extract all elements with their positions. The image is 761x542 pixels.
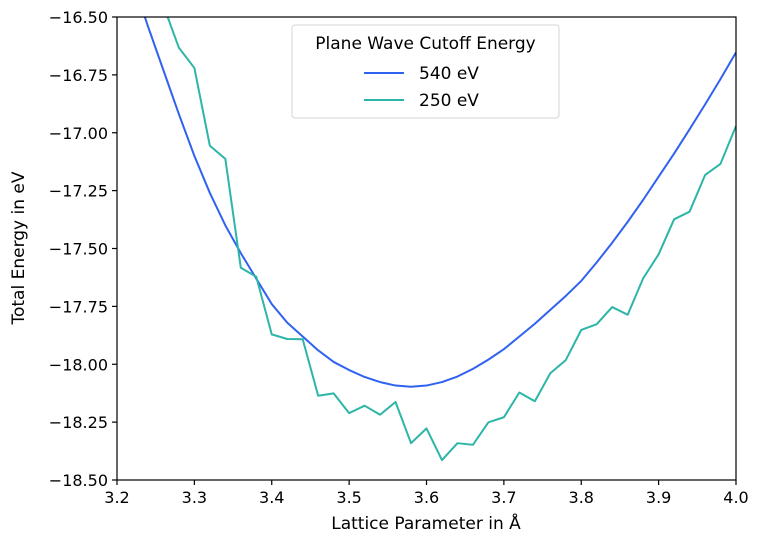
- y-tick-label: −16.50: [49, 8, 108, 27]
- x-tick-label: 3.5: [336, 488, 361, 507]
- y-tick-label: −18.00: [49, 355, 108, 374]
- y-axis: −16.50 −16.75 −17.00 −17.25 −17.50 −17.75 −18.…: [49, 8, 117, 490]
- x-tick-label: 3.8: [569, 488, 594, 507]
- x-axis-label: Lattice Parameter in Å: [331, 512, 521, 534]
- legend: Plane Wave Cutoff Energy 540 eV 250 eV: [291, 24, 560, 119]
- legend-label-540ev: 540 eV: [419, 64, 479, 84]
- x-tick-label: 3.2: [104, 488, 129, 507]
- y-axis-label: Total Energy in eV: [9, 171, 29, 325]
- x-tick-label: 3.7: [491, 488, 516, 507]
- y-tick-label: −18.50: [49, 471, 108, 490]
- x-tick-label: 4.0: [723, 488, 748, 507]
- series-layer: [143, 17, 736, 462]
- y-tick-label: −16.75: [49, 66, 108, 85]
- x-tick-label: 3.3: [182, 488, 207, 507]
- legend-title: Plane Wave Cutoff Energy: [315, 34, 535, 54]
- y-tick-label: −17.25: [49, 182, 108, 201]
- x-tick-label: 3.4: [259, 488, 284, 507]
- x-axis: 3.2 3.3 3.4 3.5 3.6 3.7 3.8 3.9 4.0: [104, 480, 749, 507]
- x-tick-label: 3.6: [414, 488, 439, 507]
- y-tick-label: −18.25: [49, 413, 108, 432]
- series-line-540ev: [143, 17, 736, 388]
- legend-label-250ev: 250 eV: [419, 91, 479, 111]
- y-tick-label: −17.50: [49, 240, 108, 259]
- y-tick-label: −17.75: [49, 297, 108, 316]
- y-tick-label: −17.00: [49, 124, 108, 143]
- legend-box: [291, 24, 560, 119]
- x-tick-label: 3.9: [646, 488, 671, 507]
- series-line-250ev: [166, 17, 736, 462]
